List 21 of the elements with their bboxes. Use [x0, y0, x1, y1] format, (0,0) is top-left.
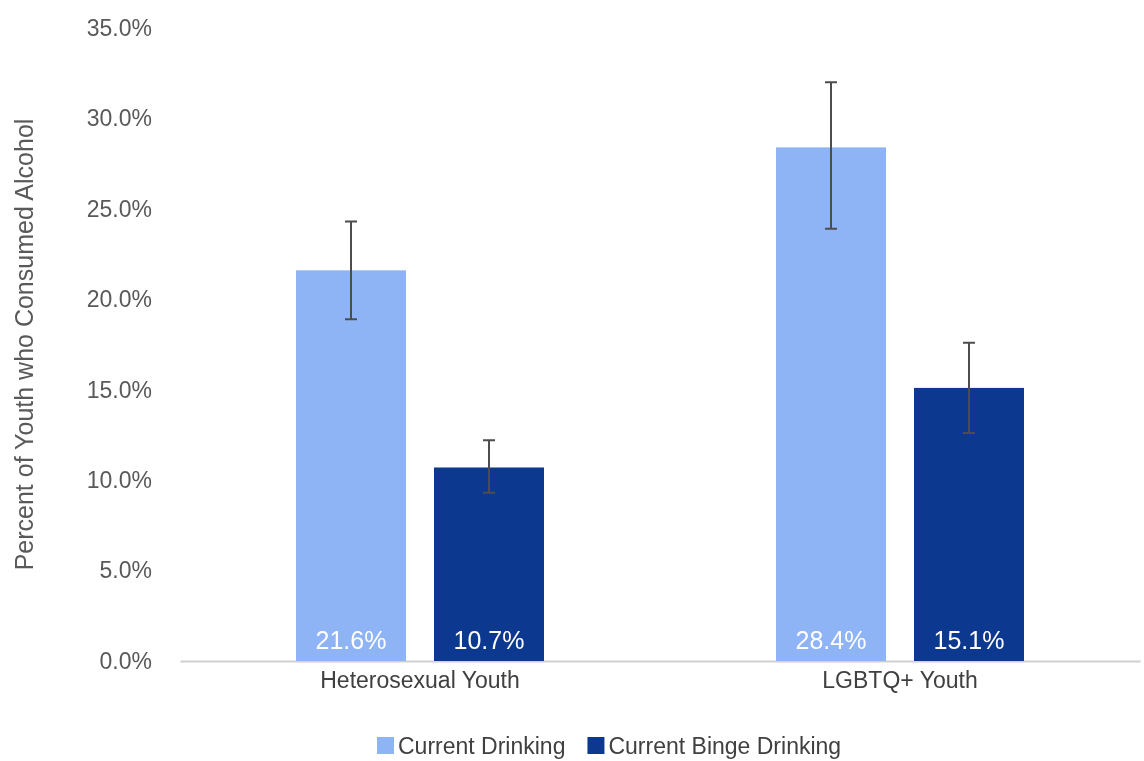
y-tick-label: 30.0% [86, 105, 152, 132]
y-tick-label: 35.0% [86, 14, 152, 41]
y-tick-label: 15.0% [86, 376, 152, 403]
bar [776, 147, 886, 661]
x-tick-label: LGBTQ+ Youth [822, 667, 978, 693]
bar [434, 467, 544, 661]
data-label: 21.6% [315, 626, 387, 654]
y-tick-label: 25.0% [86, 195, 152, 222]
bar [296, 270, 406, 661]
data-label: 28.4% [795, 626, 867, 654]
y-tick-label: 5.0% [99, 557, 152, 584]
y-tick-label: 20.0% [86, 286, 152, 313]
x-tick-label: Heterosexual Youth [320, 667, 520, 693]
y-axis-title: Percent of Youth who Consumed Alcohol [10, 118, 38, 571]
bar [914, 387, 1024, 661]
legend-label: Current Drinking [398, 733, 566, 759]
legend-label: Current Binge Drinking [608, 733, 842, 759]
y-tick-label: 0.0% [99, 647, 152, 674]
y-tick-label: 10.0% [86, 467, 152, 493]
data-label: 15.1% [933, 626, 1005, 654]
data-label: 10.7% [453, 626, 525, 654]
